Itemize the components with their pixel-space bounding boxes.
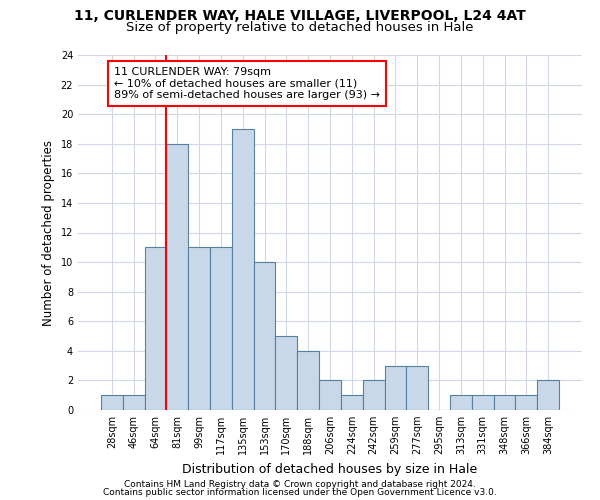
Bar <box>275 336 297 410</box>
Bar <box>188 248 210 410</box>
X-axis label: Distribution of detached houses by size in Hale: Distribution of detached houses by size … <box>182 462 478 475</box>
Bar <box>254 262 275 410</box>
Bar <box>166 144 188 410</box>
Bar <box>145 248 166 410</box>
Text: 11, CURLENDER WAY, HALE VILLAGE, LIVERPOOL, L24 4AT: 11, CURLENDER WAY, HALE VILLAGE, LIVERPO… <box>74 9 526 23</box>
Bar <box>494 395 515 410</box>
Bar <box>406 366 428 410</box>
Bar <box>232 129 254 410</box>
Text: Contains public sector information licensed under the Open Government Licence v3: Contains public sector information licen… <box>103 488 497 497</box>
Bar <box>210 248 232 410</box>
Bar <box>537 380 559 410</box>
Bar <box>123 395 145 410</box>
Bar <box>385 366 406 410</box>
Bar <box>319 380 341 410</box>
Bar <box>450 395 472 410</box>
Text: 11 CURLENDER WAY: 79sqm
← 10% of detached houses are smaller (11)
89% of semi-de: 11 CURLENDER WAY: 79sqm ← 10% of detache… <box>114 67 380 100</box>
Text: Contains HM Land Registry data © Crown copyright and database right 2024.: Contains HM Land Registry data © Crown c… <box>124 480 476 489</box>
Bar <box>515 395 537 410</box>
Bar <box>297 351 319 410</box>
Text: Size of property relative to detached houses in Hale: Size of property relative to detached ho… <box>126 21 474 34</box>
Bar <box>472 395 494 410</box>
Bar <box>101 395 123 410</box>
Y-axis label: Number of detached properties: Number of detached properties <box>42 140 55 326</box>
Bar <box>341 395 363 410</box>
Bar <box>363 380 385 410</box>
